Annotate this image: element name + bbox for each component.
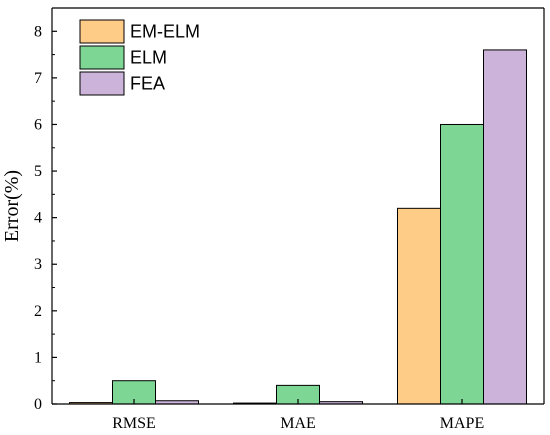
y-axis-title: Error(%) — [1, 170, 23, 242]
legend-label-elm: ELM — [130, 48, 167, 68]
ticks-layer: 0 1 2 3 4 5 6 7 8 RMSE MAE MAPE — [34, 23, 484, 432]
legend-label-em-elm: EM-ELM — [130, 22, 200, 42]
y-tick-label: 1 — [34, 349, 42, 366]
legend-swatch-em-elm — [79, 19, 125, 44]
y-tick-label: 5 — [34, 163, 42, 180]
bars-layer — [69, 49, 527, 405]
legend: EM-ELM ELM FEA — [79, 19, 200, 96]
x-category-label: RMSE — [112, 415, 156, 432]
y-tick-label: 8 — [34, 23, 42, 40]
y-tick-label: 3 — [34, 256, 42, 273]
legend-label-fea: FEA — [130, 74, 165, 94]
y-tick-label: 0 — [34, 396, 42, 413]
bar-em-elm-mape — [397, 207, 441, 405]
legend-swatch-fea — [79, 71, 125, 96]
bar-elm-mape — [440, 123, 484, 405]
y-tick-label: 7 — [34, 70, 42, 87]
y-tick-label: 6 — [34, 116, 42, 133]
y-tick-label: 2 — [34, 303, 42, 320]
x-category-label: MAE — [280, 415, 316, 432]
bar-fea-mape — [483, 49, 527, 405]
y-tick-label: 4 — [34, 210, 42, 227]
legend-swatch-elm — [79, 45, 125, 70]
x-category-label: MAPE — [440, 415, 484, 432]
